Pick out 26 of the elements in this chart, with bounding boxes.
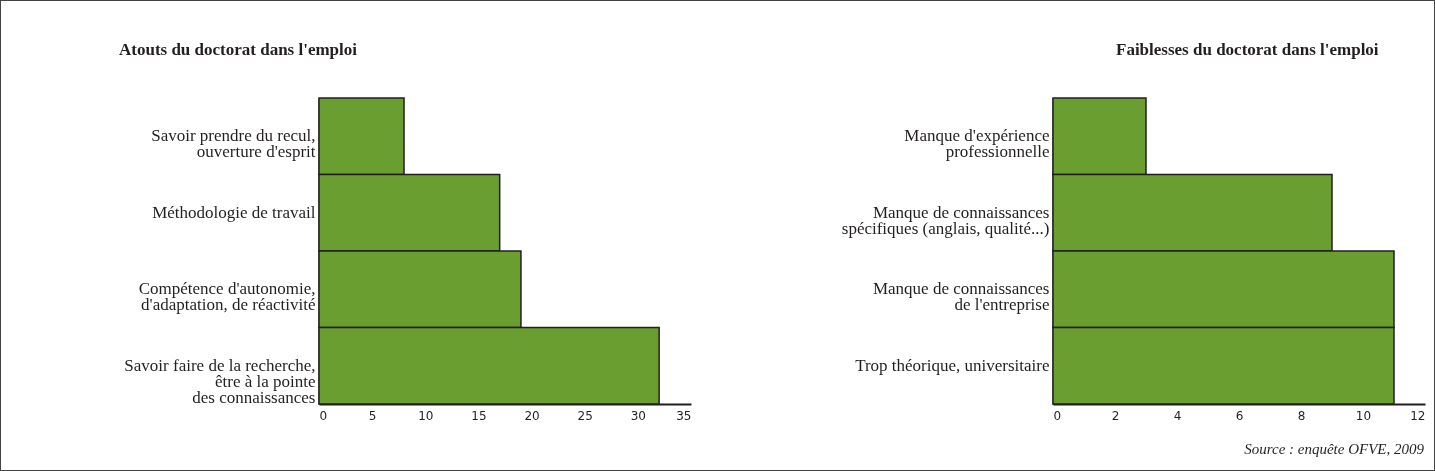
x-tick-label: 6 xyxy=(1235,408,1244,423)
x-tick-label: 25 xyxy=(577,408,593,423)
x-tick-label: 12 xyxy=(1410,408,1426,423)
x-tick-label: 10 xyxy=(418,408,434,423)
y-tick-label: Méthodologie de travail xyxy=(152,202,316,222)
y-tick-label: Manque de connaissances de l'entreprise xyxy=(872,279,1050,315)
y-tick-label: Trop théorique, universitaire xyxy=(855,355,1050,375)
y-tick-label: Manque de connaissances spécifiques (anglais, qualité...) xyxy=(841,202,1050,238)
source-note: Source : enquête OFVE, 2009 xyxy=(1244,441,1424,458)
y-tick-label: Savoir faire de la recherche, être à la pointe des connaissances xyxy=(124,355,316,407)
y-tick-label: Savoir prendre du recul, ouverture d'esprit xyxy=(151,126,316,162)
x-tick-label: 10 xyxy=(1355,408,1372,423)
x-tick-label: 20 xyxy=(524,408,540,423)
chart-title: Atouts du doctorat dans l'emploi xyxy=(119,40,358,60)
x-tick-label: 2 xyxy=(1111,408,1120,423)
x-tick-label: 5 xyxy=(368,408,377,423)
x-tick-label: 30 xyxy=(630,408,646,423)
x-tick-label: 8 xyxy=(1297,408,1306,423)
y-tick-label: Manque d'expérience professionnelle xyxy=(904,126,1050,162)
x-tick-label: 0 xyxy=(319,408,328,423)
chart-title: Faiblesses du doctorat dans l'emploi xyxy=(1116,40,1379,60)
x-tick-label: 35 xyxy=(676,408,692,423)
x-tick-label: 15 xyxy=(471,408,487,423)
x-tick-label: 4 xyxy=(1173,408,1182,423)
x-tick-label: 0 xyxy=(1053,408,1062,423)
y-tick-label: Compétence d'autonomie, d'adaptation, de réactivité xyxy=(138,279,316,315)
